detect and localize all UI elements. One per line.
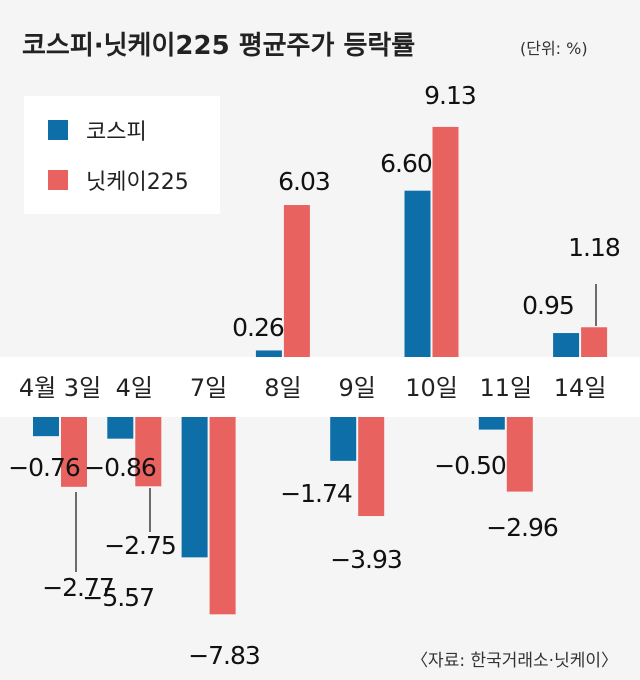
category-labels-group: 4월 3일 4일 7일 8일 9일 10일 11일 14일 — [19, 374, 607, 402]
category-label-7: 14일 — [554, 374, 607, 402]
legend-label-nikkei: 닛케이225 — [86, 170, 189, 195]
category-label-2: 7일 — [190, 374, 227, 402]
value-label-nikkei-4: −3.93 — [330, 545, 402, 574]
value-label-nikkei-1: −2.75 — [104, 531, 176, 560]
bar-nikkei-2 — [209, 417, 236, 615]
bar-kospi-0 — [33, 417, 59, 437]
category-label-1: 4일 — [116, 374, 153, 402]
value-labels-group: −0.76 −0.86 −5.57 0.26 −1.74 6.60 −0.50 0.95 −2.… — [8, 81, 621, 670]
value-label-kospi-6: −0.50 — [434, 451, 506, 480]
value-label-kospi-7: 0.95 — [522, 291, 574, 320]
bar-kospi-7 — [553, 333, 580, 357]
bar-kospi-1 — [107, 417, 134, 439]
value-label-kospi-4: −1.74 — [280, 479, 352, 508]
value-label-kospi-1: −0.86 — [84, 453, 156, 482]
bar-nikkei-3 — [283, 205, 310, 357]
category-label-3: 8일 — [264, 374, 301, 402]
category-label-5: 10일 — [405, 374, 458, 402]
bars-group — [33, 126, 608, 615]
bar-kospi-3 — [255, 350, 282, 357]
value-label-kospi-2: −5.57 — [82, 583, 154, 612]
bar-nikkei-7 — [581, 327, 608, 357]
bar-kospi-5 — [404, 190, 431, 357]
bar-kospi-6 — [478, 417, 505, 430]
legend-box — [24, 96, 220, 214]
unit-label: (단위: %) — [520, 39, 588, 58]
category-label-4: 9일 — [339, 374, 376, 402]
legend-swatch-nikkei — [48, 170, 68, 190]
legend-label-kospi: 코스피 — [86, 120, 147, 145]
source-note: 〈자료: 한국거래소·닛케이〉 — [411, 651, 618, 671]
category-label-6: 11일 — [479, 374, 532, 402]
chart-title: 코스피·닛케이225 평균주가 등락률 — [22, 31, 415, 61]
value-label-nikkei-0: −2.77 — [42, 573, 114, 602]
bar-nikkei-4 — [358, 417, 385, 517]
value-label-nikkei-2: −7.83 — [188, 641, 260, 670]
value-label-nikkei-7: 1.18 — [568, 233, 620, 262]
category-band — [0, 357, 640, 417]
value-label-nikkei-5: 9.13 — [424, 81, 476, 110]
bar-nikkei-1 — [135, 417, 162, 487]
value-label-nikkei-6: −2.96 — [486, 513, 558, 542]
value-label-kospi-3: 0.26 — [232, 313, 284, 342]
legend-swatch-kospi — [48, 120, 68, 140]
bar-nikkei-5 — [432, 126, 459, 357]
bar-kospi-4 — [330, 417, 357, 461]
bar-nikkei-0 — [61, 417, 87, 487]
value-label-kospi-0: −0.76 — [8, 453, 80, 482]
category-label-0: 4월 3일 — [19, 374, 101, 402]
value-label-kospi-5: 6.60 — [380, 149, 432, 178]
bar-kospi-2 — [181, 417, 208, 558]
bar-nikkei-6 — [506, 417, 533, 492]
value-label-nikkei-3: 6.03 — [278, 167, 330, 196]
